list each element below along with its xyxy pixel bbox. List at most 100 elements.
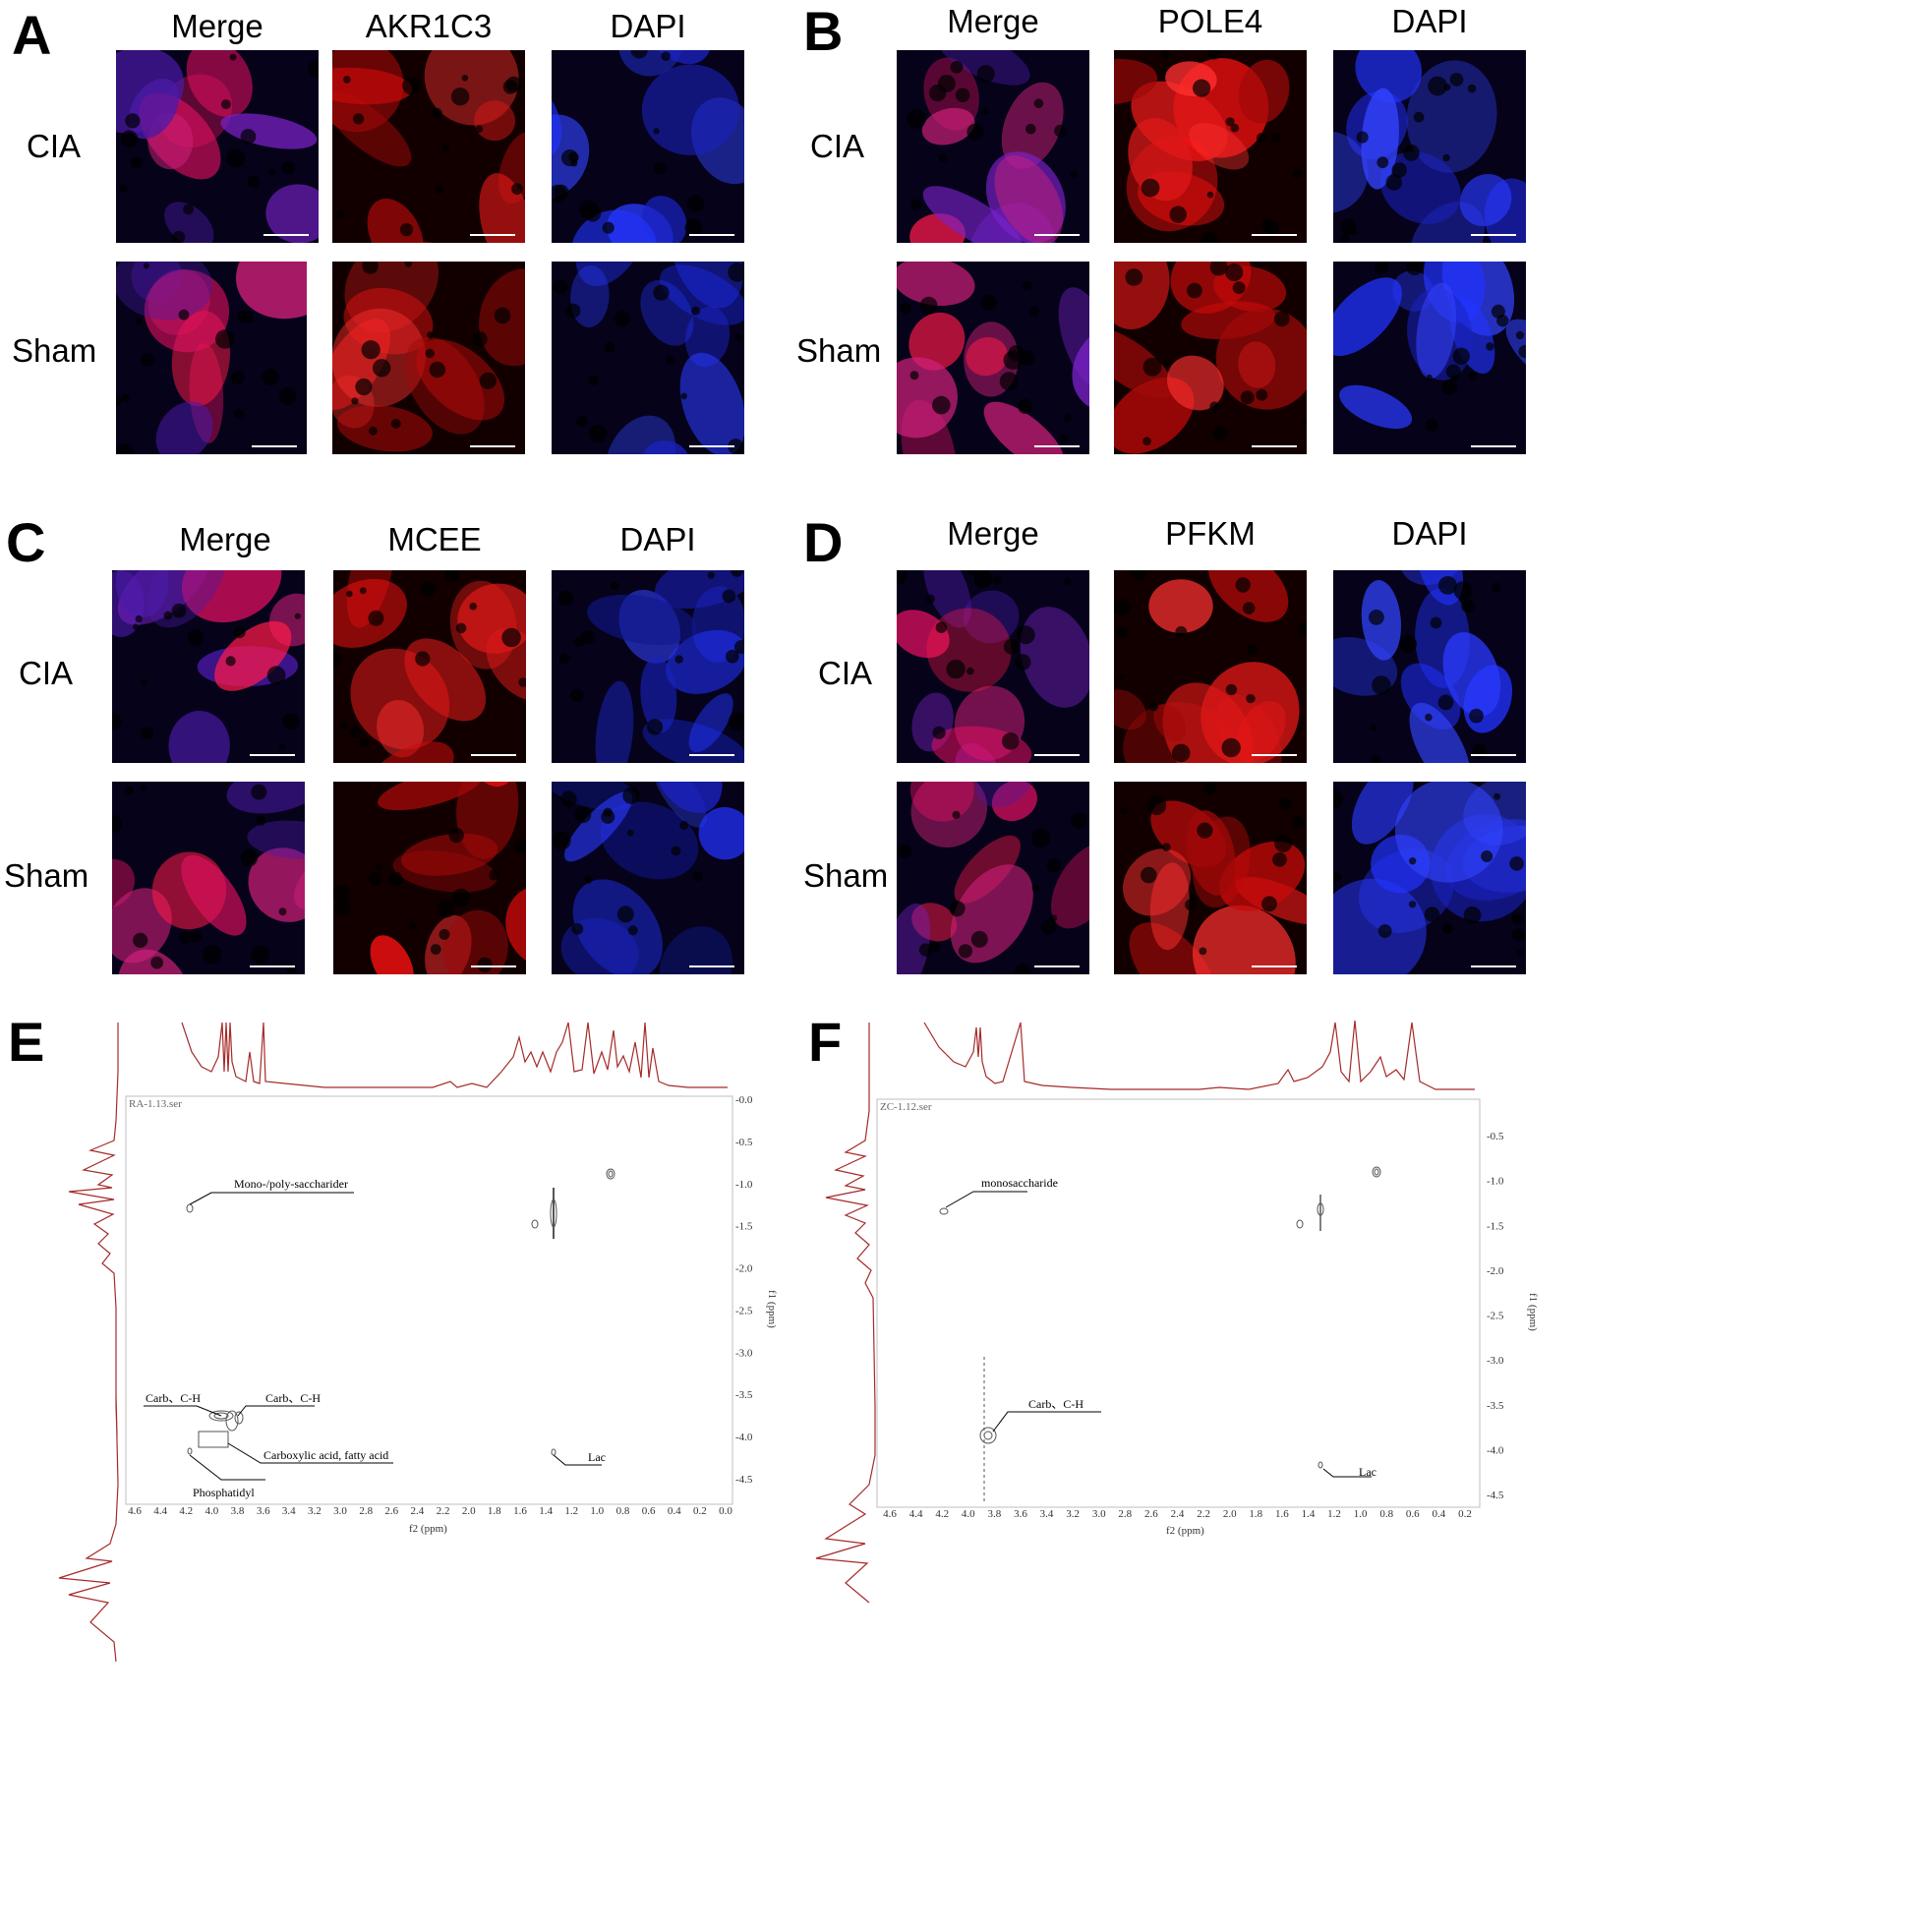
f-x-tick-label: 1.4 [1302,1508,1316,1520]
e-y-tick-label: -4.5 [735,1474,753,1486]
e-x-ticks: 4.6 4.4 4.2 4.0 3.8 3.6 3.4 3.2 3.0 2.8 2.6 2.4 2.2 2… [128,1505,732,1517]
e-x-tick-label: 4.2 [179,1505,193,1517]
f-x-tick-label: 0.8 [1379,1508,1393,1520]
e-file-label: RA-1.13.ser [129,1098,182,1110]
f-ann-saccharide: monosaccharide [981,1176,1058,1190]
scale-bar [1252,445,1297,447]
f-ann-carb: Carb、C-H [1028,1397,1083,1411]
e-x-tick-label: 3.0 [333,1505,347,1517]
image-c-cia-merge [112,570,305,763]
image-c-sham-merge [112,782,305,974]
f-x-tick-label: 3.0 [1092,1508,1106,1520]
e-y-tick-label: -4.0 [735,1432,753,1443]
f-x-tick-label: 2.4 [1171,1508,1185,1520]
nmr-spectrum-e: RA-1.13.ser Mono-/poly-saccharider Carb、… [58,1022,777,1663]
e-x-tick-label: 1.8 [488,1505,501,1517]
f-x-ticks: 4.6 4.4 4.2 4.0 3.8 3.6 3.4 3.2 3.0 2.8 2.6 2.4 2.2 2… [883,1508,1472,1520]
e-x-tick-label: 0.6 [642,1505,656,1517]
f-x-tick-label: 2.6 [1144,1508,1158,1520]
panel-letter-d: D [803,511,844,573]
image-a-cia-dapi [552,50,744,243]
f-top-spectrum [923,1020,1475,1090]
col-label-merge: Merge [171,8,263,44]
row-label-cia: CIA [19,655,74,691]
col-label-merge: Merge [947,515,1039,552]
image-d-cia-pfkm [1114,570,1307,763]
e-x-tick-label: 2.6 [384,1505,398,1517]
f-x-tick-label: 4.4 [909,1508,923,1520]
e-y-tick-label: -2.0 [735,1263,753,1275]
panel-letter-f: F [808,1011,843,1073]
f-x-tick-label: 4.2 [935,1508,949,1520]
scale-bar [1034,445,1080,447]
f-x-tick-label: 3.4 [1040,1508,1054,1520]
scale-bar [689,445,734,447]
row-label-sham: Sham [4,857,89,894]
scale-bar [250,754,295,756]
panel-letter-a: A [12,4,52,66]
e-x-tick-label: 4.0 [205,1505,219,1517]
scale-bar [263,234,309,236]
f-y-ticks: -0.5 -1.0 -1.5 -2.0 -2.5 -3.0 -3.5 -4.0 -4.5 [1487,1131,1504,1501]
f-y-tick-label: -4.0 [1487,1444,1504,1456]
f-y-tick-label: -3.5 [1487,1400,1504,1412]
row-label-cia: CIA [810,128,865,164]
e-x-tick-label: 4.6 [128,1505,142,1517]
f-x-tick-label: 3.6 [1014,1508,1027,1520]
scale-bar [1252,234,1297,236]
scale-bar [1034,234,1080,236]
e-x-tick-label: 0.4 [668,1505,681,1517]
f-x-tick-label: 3.2 [1066,1508,1080,1520]
scale-bar [1471,754,1516,756]
e-y-tick-label: -1.0 [735,1179,753,1191]
scale-bar [471,965,516,967]
image-d-cia-dapi [1333,570,1526,763]
scale-bar [1471,445,1516,447]
col-label-dapi: DAPI [1391,515,1468,552]
image-c-cia-dapi [552,570,744,763]
scale-bar [470,445,515,447]
scale-bar [689,754,734,756]
e-x-tick-label: 3.6 [257,1505,270,1517]
image-b-sham-pole4 [1114,262,1307,454]
e-x-tick-label: 2.2 [437,1505,450,1517]
f-y-tick-label: -4.5 [1487,1490,1504,1501]
f-annotation-lines [945,1191,1372,1478]
scale-bar [1471,234,1516,236]
scale-bar [1034,965,1080,967]
f-y-tick-label: -1.5 [1487,1220,1504,1232]
e-annotation-lines [144,1192,602,1481]
e-x-tick-label: 2.8 [359,1505,373,1517]
f-x-tick-label: 0.4 [1433,1508,1446,1520]
e-x-tick-label: 2.0 [462,1505,476,1517]
col-label-merge: Merge [179,521,271,557]
e-cross-peaks [186,1168,615,1456]
image-c-sham-mcee [333,782,526,974]
col-label-pole4: POLE4 [1157,3,1263,39]
row-label-sham: Sham [803,857,889,894]
image-a-sham-akr1c3 [332,262,525,454]
scale-bar [1252,965,1297,967]
e-ann-lac: Lac [588,1450,606,1464]
f-y-tick-label: -2.0 [1487,1265,1504,1277]
e-ann-carboxylic: Carboxylic acid, fatty acid [263,1448,388,1462]
e-y-tick-label: -0.5 [735,1137,753,1148]
e-x-tick-label: 3.2 [308,1505,322,1517]
e-x-tick-label: 0.8 [616,1505,630,1517]
e-x-tick-label: 1.4 [539,1505,553,1517]
e-x-tick-label: 2.4 [411,1505,425,1517]
image-d-cia-merge [897,570,1089,763]
f-y-axis-label: f1 (ppm) [1527,1293,1539,1331]
row-label-sham: Sham [796,332,882,369]
col-label-mcee: MCEE [387,521,482,557]
f-x-tick-label: 4.6 [883,1508,897,1520]
panel-letter-e: E [8,1011,45,1073]
e-y-axis-label: f1 (ppm) [766,1290,777,1328]
scale-bar [1471,965,1516,967]
image-a-sham-merge [116,262,307,454]
e-plot-frame [125,1095,733,1505]
image-b-cia-pole4 [1114,50,1307,243]
f-y-tick-label: -0.5 [1487,1131,1504,1142]
col-label-merge: Merge [947,3,1039,39]
scale-bar [250,965,295,967]
